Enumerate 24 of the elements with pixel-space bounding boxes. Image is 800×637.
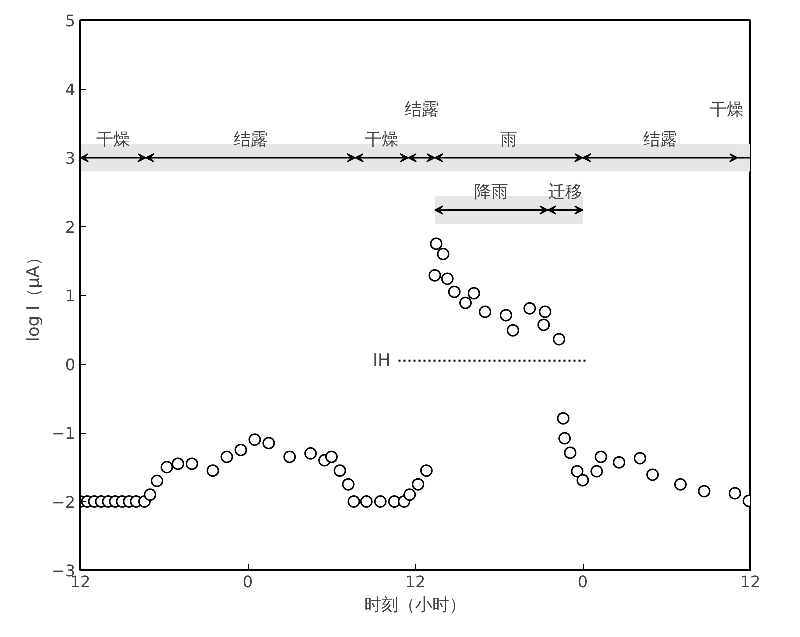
- band-label: 迁移: [548, 182, 583, 202]
- band-label: 雨: [500, 130, 518, 150]
- band-label: 干燥: [365, 130, 399, 150]
- x-tick-label: 12: [405, 572, 426, 592]
- x-tick-label: 12: [740, 572, 761, 592]
- y-tick-label: 4: [65, 80, 76, 100]
- band-label: 结露: [234, 130, 268, 150]
- band-label: 干燥: [96, 130, 130, 150]
- band-label: 干燥: [710, 100, 744, 120]
- band-label: 降雨: [474, 182, 509, 202]
- y-tick-label: 1: [65, 286, 76, 306]
- y-tick-label: 0: [65, 355, 76, 374]
- y-tick-label: 3: [65, 149, 76, 168]
- y-axis-title: log I（μA）: [24, 249, 44, 342]
- x-tick-label: 0: [578, 572, 588, 592]
- y-tick-label: −2: [52, 492, 76, 512]
- series-label: IH: [372, 350, 391, 371]
- band-label: 结露: [404, 100, 439, 120]
- y-tick-label: −1: [52, 424, 76, 443]
- x-axis-title: 时刻（小时）: [364, 596, 466, 616]
- y-tick-label: 2: [65, 218, 76, 237]
- x-tick-label: 0: [242, 572, 254, 592]
- band-label: 结露: [643, 130, 678, 150]
- y-tick-label: 5: [65, 12, 76, 30]
